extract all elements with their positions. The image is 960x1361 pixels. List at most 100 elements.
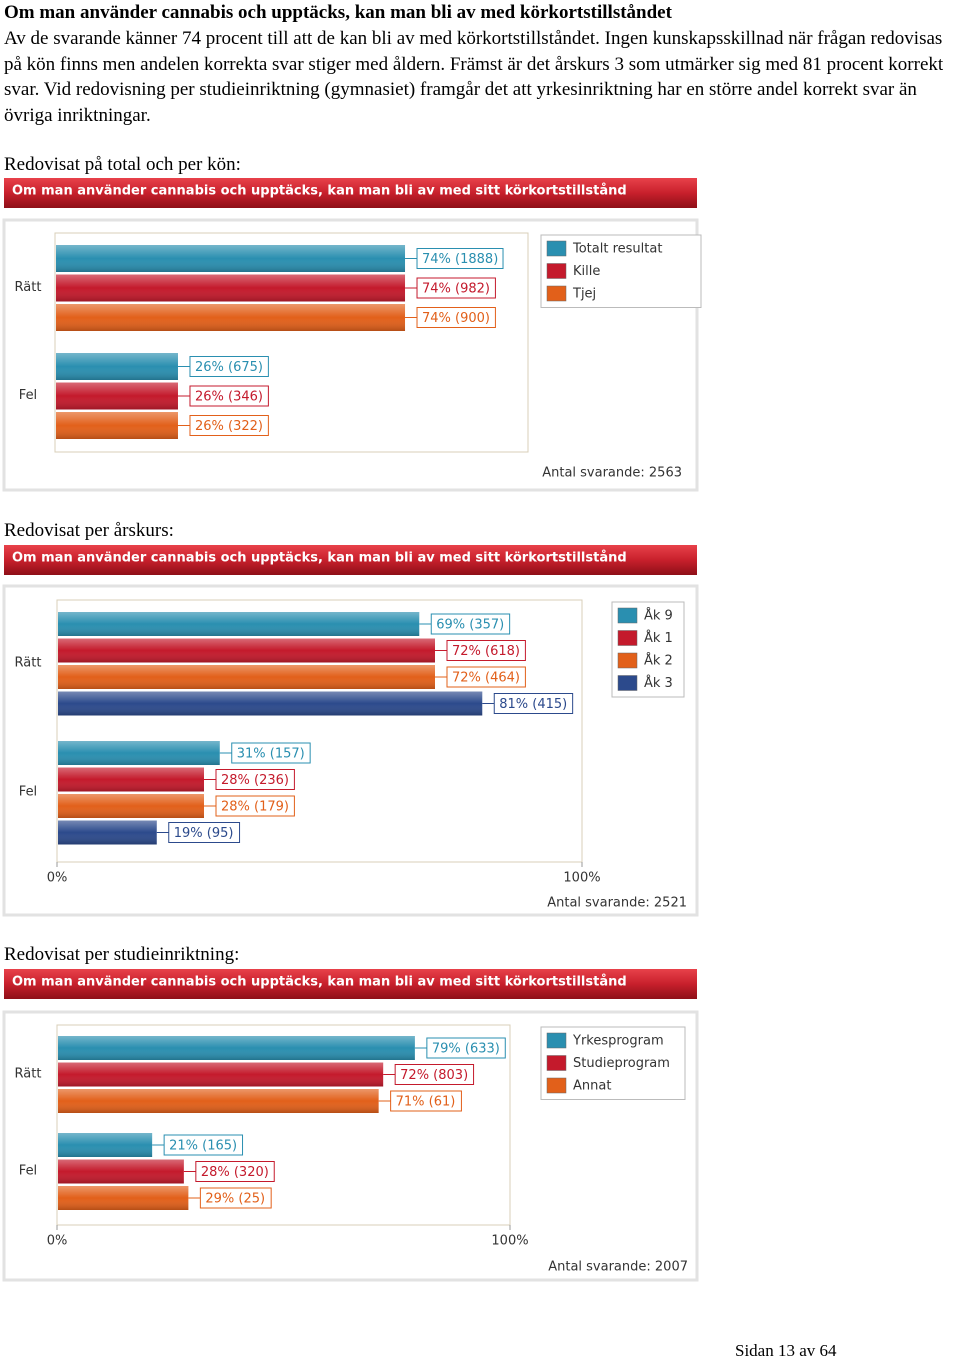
note: Antal svarande: 2007 (548, 1260, 688, 1275)
x-tick-label: 0% (47, 871, 68, 886)
bar-shade (58, 612, 420, 636)
value-label: 72% (464) (452, 671, 520, 686)
value-label: 26% (346) (195, 390, 263, 405)
value-label-box (215, 795, 295, 817)
value-label-box (416, 248, 504, 269)
paragraph: Av de svarande känner 74 procent till at… (4, 28, 944, 126)
legend-label: Yrkesprogram (572, 1034, 664, 1049)
banner (4, 545, 697, 575)
value-label: 28% (320) (201, 1165, 269, 1180)
value-label-box (168, 822, 241, 843)
bar-shade (58, 1036, 415, 1060)
x-tick-label: 100% (563, 871, 600, 886)
value-label-box (189, 356, 269, 377)
legend-label: Studieprogram (573, 1056, 670, 1071)
bar-shade (58, 794, 204, 818)
x-tick-label: 100% (491, 1234, 528, 1249)
value-label-box (426, 1037, 506, 1059)
value-label-box (446, 666, 526, 688)
banner (4, 178, 697, 208)
value-label: 79% (633) (432, 1042, 500, 1057)
bar-shade (56, 245, 406, 272)
bar-shade (56, 353, 178, 380)
bar-shade (56, 412, 178, 439)
value-label-box (195, 1161, 275, 1182)
category-label: Fel (19, 785, 37, 800)
bar-shade (58, 1186, 189, 1210)
value-label: 72% (618) (452, 644, 520, 659)
value-label-box (215, 769, 295, 790)
legend-label: Kille (573, 264, 600, 279)
bar-shade (58, 1133, 153, 1157)
section-heading: Redovisat på total och per kön: (4, 154, 241, 175)
value-label: 19% (95) (174, 826, 234, 841)
value-label-box (430, 613, 511, 635)
category-label: Rätt (15, 656, 42, 671)
heading: Om man använder cannabis och upptäcks, k… (4, 2, 672, 23)
value-label: 31% (157) (237, 747, 305, 762)
bar-shade (58, 820, 157, 845)
legend-label: Åk 3 (644, 675, 673, 691)
chart-title: Om man använder cannabis och upptäcks, k… (12, 184, 627, 199)
legend-label: Totalt resultat (572, 242, 662, 257)
bar-shade (58, 1062, 384, 1087)
section-heading: Redovisat per studieinriktning: (4, 944, 240, 965)
chart-title: Om man använder cannabis och upptäcks, k… (12, 551, 627, 566)
legend-swatch (546, 240, 567, 257)
legend-swatch (617, 630, 638, 646)
legend-label: Åk 1 (644, 630, 673, 646)
value-label: 74% (900) (422, 311, 490, 326)
banner (4, 969, 697, 999)
legend-swatch (546, 1032, 567, 1049)
value-label: 26% (322) (195, 419, 263, 434)
x-tick-label: 0% (47, 1234, 68, 1249)
value-label: 74% (982) (422, 282, 490, 297)
bar-shade (58, 767, 204, 792)
legend-swatch (546, 1055, 567, 1071)
section-heading: Redovisat per årskurs: (4, 520, 174, 541)
category-label: Fel (19, 388, 37, 403)
bar-shade (58, 1089, 379, 1113)
value-label: 28% (236) (221, 773, 289, 788)
value-label: 71% (61) (396, 1095, 456, 1110)
note: Antal svarande: 2521 (547, 896, 687, 911)
value-label: 69% (357) (436, 618, 504, 633)
legend-label: Tjej (572, 287, 596, 302)
value-label-box (390, 1090, 462, 1112)
category-label: Rätt (15, 1066, 42, 1081)
value-label-box (163, 1134, 244, 1156)
value-label-box (394, 1064, 475, 1085)
category-label: Fel (19, 1163, 37, 1178)
bar-shade (56, 304, 406, 331)
value-label-box (416, 307, 496, 328)
legend-swatch (546, 1077, 567, 1094)
value-label: 26% (675) (195, 360, 263, 375)
legend-label: Åk 9 (644, 608, 673, 624)
legend-label: Annat (573, 1079, 611, 1094)
bar-shade (58, 665, 435, 689)
category-label: Rätt (15, 280, 42, 295)
bar-shade (58, 1159, 184, 1184)
legend-swatch (617, 607, 638, 624)
bar-shade (56, 274, 406, 302)
value-label: 81% (415) (499, 697, 567, 712)
bar-shade (58, 741, 220, 765)
value-label: 28% (179) (221, 800, 289, 815)
legend-label: Åk 2 (644, 653, 673, 669)
value-label: 21% (165) (169, 1139, 237, 1154)
value-label-box (231, 742, 311, 764)
legend-swatch (546, 263, 567, 279)
value-label-box (189, 415, 269, 436)
value-label: 72% (803) (400, 1068, 468, 1083)
value-label-box (416, 277, 496, 299)
legend-swatch (546, 285, 567, 302)
bar-shade (58, 691, 483, 716)
value-label-box (446, 640, 526, 661)
value-label: 29% (25) (205, 1192, 265, 1207)
legend-box (540, 234, 702, 308)
value-label-box (493, 693, 574, 714)
bar-shade (58, 638, 435, 663)
footer: Sidan 13 av 64 (735, 1341, 837, 1360)
